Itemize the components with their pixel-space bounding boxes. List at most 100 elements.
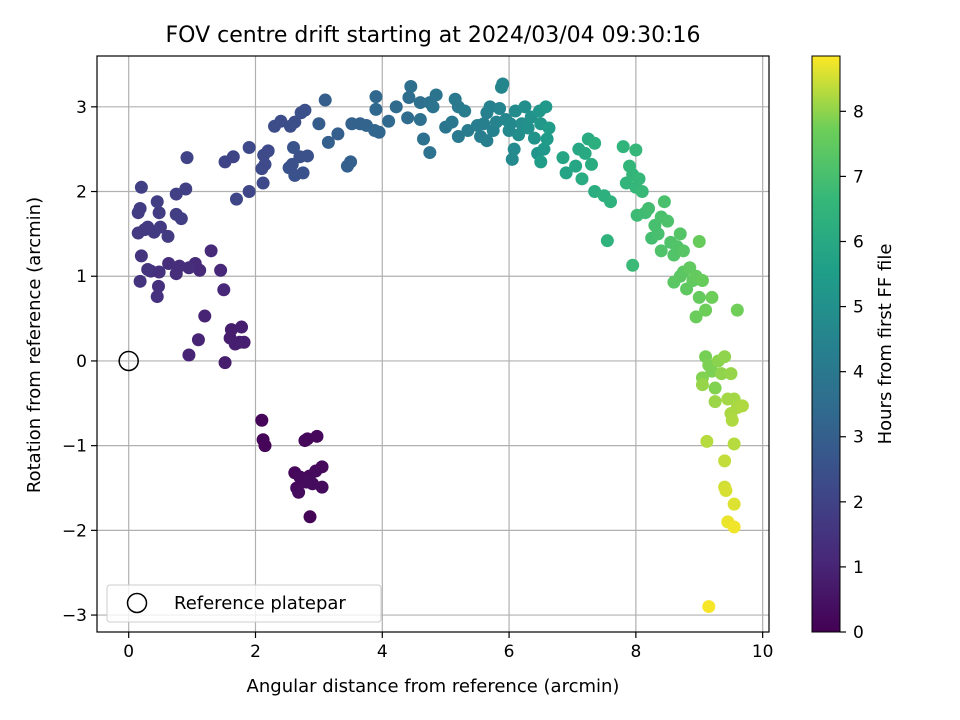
- data-point: [626, 258, 640, 272]
- data-point: [300, 149, 314, 163]
- data-point: [372, 125, 386, 139]
- data-point: [445, 115, 459, 129]
- data-point: [218, 356, 232, 370]
- data-point: [292, 485, 306, 499]
- data-point: [133, 201, 147, 215]
- data-point: [416, 132, 430, 146]
- data-point: [695, 273, 709, 287]
- data-point: [705, 290, 719, 304]
- data-point: [692, 290, 706, 304]
- x-tick-label: 10: [752, 642, 774, 662]
- legend-box: [106, 584, 382, 623]
- data-point: [477, 117, 491, 131]
- colorbar-tick-label: 2: [853, 493, 864, 513]
- data-point: [493, 102, 507, 116]
- data-point: [699, 303, 713, 317]
- data-point: [141, 262, 155, 276]
- data-point: [150, 195, 164, 209]
- y-tick-label: 2: [76, 183, 87, 203]
- data-point: [635, 185, 649, 199]
- data-point: [540, 132, 554, 146]
- data-point: [702, 600, 716, 614]
- data-point: [204, 244, 218, 258]
- axes: 0 2 4 6 8 10 −3 −2 −1 0 1 2 3: [62, 55, 774, 662]
- data-point: [727, 437, 741, 451]
- data-point: [255, 413, 269, 427]
- data-point: [461, 124, 475, 138]
- data-point: [298, 103, 312, 117]
- data-point: [700, 434, 714, 448]
- x-axis-label: Angular distance from reference (arcmin): [247, 676, 620, 697]
- data-point: [258, 439, 272, 453]
- colorbar-gradient: [811, 55, 841, 633]
- data-point: [423, 146, 437, 160]
- data-point: [559, 166, 573, 180]
- y-tick-label: 3: [76, 98, 87, 118]
- data-point: [654, 244, 668, 258]
- data-point: [569, 159, 583, 173]
- x-tick-label: 6: [504, 642, 515, 662]
- data-point: [496, 77, 510, 91]
- data-point: [539, 100, 553, 114]
- data-point: [161, 229, 175, 243]
- data-point: [315, 480, 329, 494]
- data-point: [191, 333, 205, 347]
- colorbar-tick-label: 5: [853, 298, 864, 318]
- data-point: [237, 335, 251, 349]
- data-point: [150, 290, 164, 304]
- data-point: [725, 413, 739, 427]
- data-point: [235, 320, 249, 334]
- data-point: [673, 227, 687, 241]
- data-point: [657, 195, 671, 209]
- data-point: [321, 135, 335, 149]
- data-point: [315, 460, 329, 474]
- data-point: [318, 93, 332, 107]
- data-point: [588, 136, 602, 150]
- data-point: [727, 520, 741, 534]
- y-tick-label: −3: [62, 606, 87, 626]
- data-point: [224, 323, 238, 337]
- data-point: [296, 166, 310, 180]
- data-point: [584, 157, 598, 171]
- data-point: [629, 143, 643, 157]
- data-point: [162, 257, 176, 271]
- data-point: [153, 220, 167, 234]
- data-point: [651, 227, 665, 241]
- data-point: [382, 114, 396, 128]
- data-point: [503, 117, 517, 131]
- data-point: [344, 155, 358, 169]
- y-tick-label: −1: [62, 437, 87, 457]
- colorbar-ticks: 0 1 2 3 4 5 6 7 8: [840, 102, 864, 643]
- data-point: [661, 214, 675, 228]
- colorbar-tick-label: 4: [853, 363, 864, 383]
- data-point: [451, 129, 465, 143]
- data-point: [426, 100, 440, 114]
- data-point: [198, 309, 212, 323]
- data-point: [556, 151, 570, 165]
- data-point: [719, 484, 733, 498]
- data-point: [518, 100, 532, 114]
- data-point: [331, 127, 345, 141]
- data-point: [404, 79, 418, 93]
- data-point: [730, 303, 744, 317]
- colorbar-tick-label: 6: [853, 232, 864, 252]
- legend-reference-marker: [126, 592, 148, 614]
- data-point: [152, 206, 166, 220]
- data-point: [242, 140, 256, 154]
- data-point: [229, 192, 243, 206]
- x-tick-label: 2: [250, 642, 261, 662]
- data-point: [288, 115, 302, 129]
- colorbar-tick-label: 8: [853, 102, 864, 122]
- data-point: [256, 176, 270, 190]
- data-point: [134, 180, 148, 194]
- data-point: [512, 128, 526, 142]
- colorbar: 0 1 2 3 4 5 6 7 8 Hours from first FF file: [811, 55, 896, 643]
- data-point: [695, 378, 709, 392]
- data-point: [151, 279, 165, 293]
- data-point: [534, 155, 548, 169]
- data-point: [169, 187, 183, 201]
- data-point: [735, 399, 749, 413]
- data-point: [727, 497, 741, 511]
- data-point: [402, 91, 416, 105]
